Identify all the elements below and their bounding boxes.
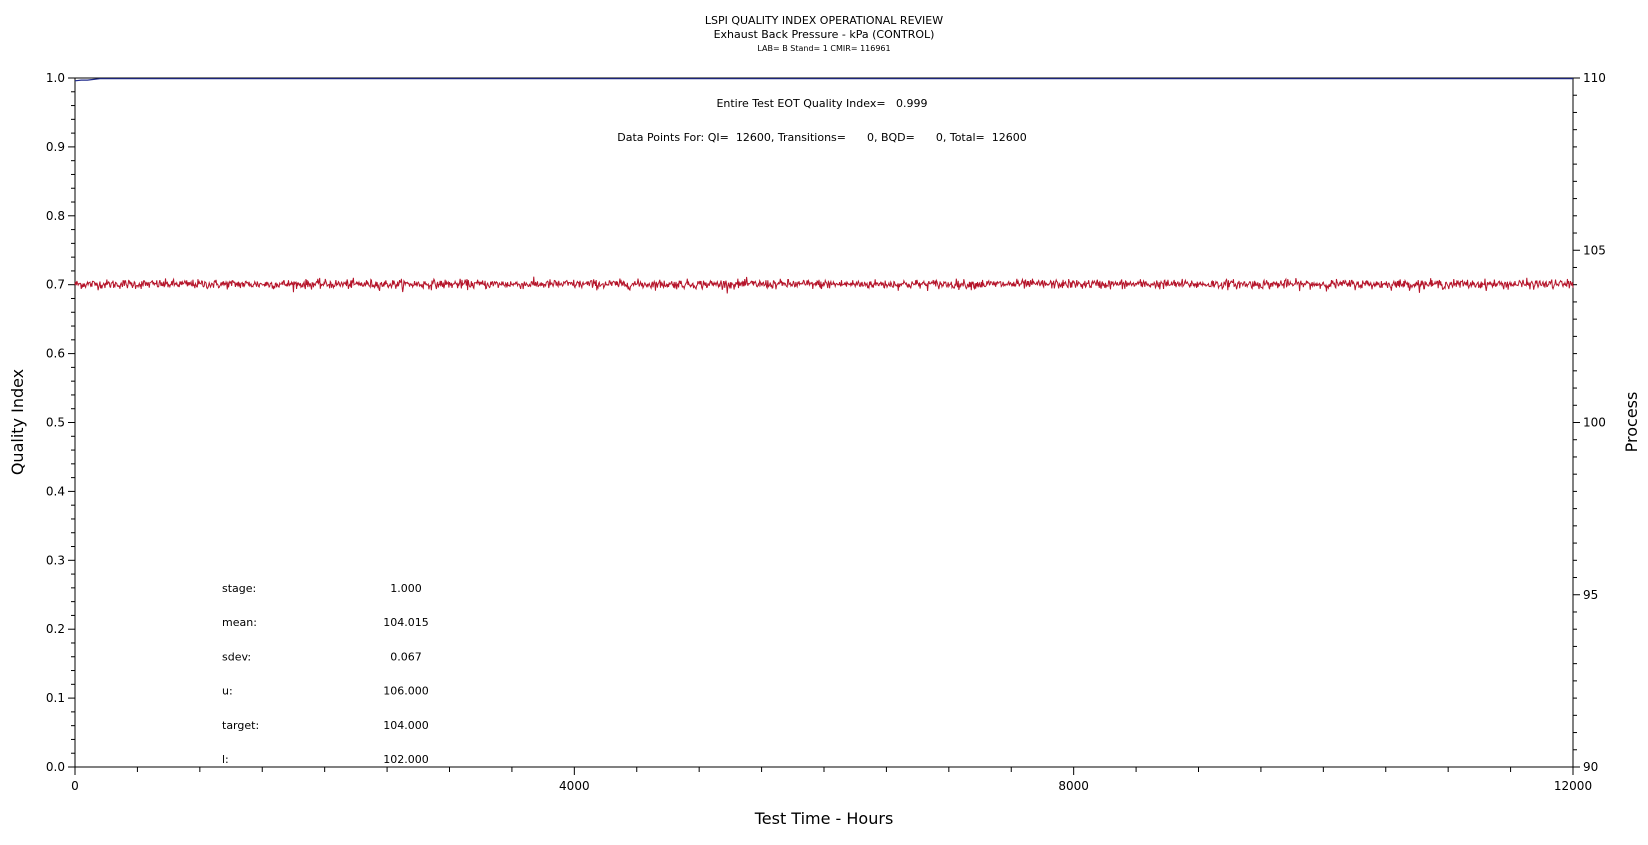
y-left-tick-label: 0.7 [46,278,65,292]
stat-value: 106.000 [383,685,429,698]
y-axis-label-left: Quality Index [8,369,27,475]
x-tick-label: 0 [71,779,79,793]
series-process-line [74,276,1574,294]
y-right-tick-label: 105 [1583,243,1606,257]
y-left-tick-label: 0.6 [46,347,65,361]
axis-ticks [68,77,1580,775]
series-group [74,78,1574,294]
stat-label: mean: [222,616,257,629]
chart-subtitle: Exhaust Back Pressure - kPa (CONTROL) [714,28,935,41]
chart-subtitle-2: LAB= B Stand= 1 CMIR= 116961 [757,44,890,53]
annotation-data-points: Data Points For: QI= 12600, Transitions=… [617,131,1026,144]
stat-value: 104.015 [383,616,429,629]
x-tick-label: 8000 [1058,779,1089,793]
chart-title: LSPI QUALITY INDEX OPERATIONAL REVIEW [705,14,943,27]
y-left-tick-label: 0.3 [46,553,65,567]
series-quality-index-line [74,78,1573,82]
stat-value: 104.000 [383,719,429,732]
y-left-tick-label: 0.1 [46,691,65,705]
stat-label: stage: [222,582,256,595]
stat-label: target: [222,719,259,732]
y-left-tick-label: 0.8 [46,209,65,223]
y-left-tick-label: 1.0 [46,71,65,85]
x-tick-label: 12000 [1554,779,1592,793]
tick-labels: 0.0 0.1 0.2 0.3 0.4 0.5 0.6 0.7 0.8 0.9 1.0 90 95 100… [46,71,1606,793]
stat-value: 0.067 [390,650,422,663]
stat-label: sdev: [222,650,251,663]
x-tick-label: 4000 [559,779,590,793]
y-left-tick-label: 0.2 [46,622,65,636]
stats-block: stage: 1.000 mean: 104.015 sdev: 0.067 u: 106.0… [222,582,429,766]
y-left-tick-label: 0.4 [46,484,65,498]
y-right-tick-label: 90 [1583,760,1598,774]
y-left-tick-label: 0.9 [46,140,65,154]
y-left-tick-label: 0.5 [46,416,65,430]
annotation-eot: Entire Test EOT Quality Index= 0.999 [716,97,927,110]
y-right-tick-label: 100 [1583,416,1606,430]
stat-label: l: [222,753,229,766]
plot-frame [74,77,1574,768]
y-right-tick-label: 110 [1583,71,1606,85]
stat-value: 102.000 [383,753,429,766]
y-axis-label-right: Process [1622,392,1641,453]
x-axis-label: Test Time - Hours [754,809,894,828]
stat-label: u: [222,685,233,698]
y-left-tick-label: 0.0 [46,760,65,774]
stat-value: 1.000 [390,582,422,595]
y-right-tick-label: 95 [1583,588,1598,602]
